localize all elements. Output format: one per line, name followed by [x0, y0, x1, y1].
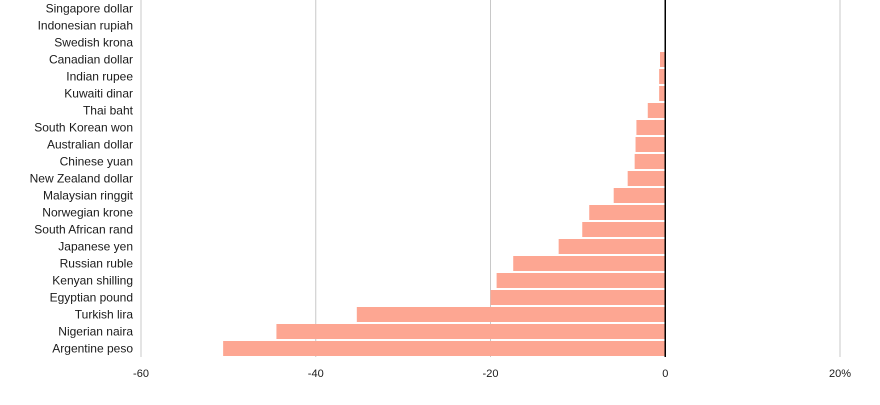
bar-chinese-yuan — [634, 154, 666, 169]
bar-layer — [223, 52, 666, 356]
bar-japanese-yen — [558, 239, 666, 254]
bar-nigerian-naira — [276, 324, 666, 339]
bar-south-korean-won — [636, 120, 666, 135]
category-label: Australian dollar — [47, 138, 133, 152]
bar-australian-dollar — [635, 137, 666, 152]
category-label: Nigerian naira — [58, 325, 133, 339]
bar-kenyan-shilling — [496, 273, 666, 288]
bar-turkish-lira — [356, 307, 666, 322]
x-tick-label: 0 — [662, 368, 668, 380]
bar-canadian-dollar — [660, 52, 666, 67]
category-label: South African rand — [34, 223, 133, 237]
bar-argentine-peso — [223, 341, 666, 356]
category-label: South Korean won — [34, 121, 133, 135]
category-label: Malaysian ringgit — [43, 189, 134, 203]
category-label: Canadian dollar — [49, 53, 133, 67]
category-label: Kenyan shilling — [52, 274, 133, 288]
bar-russian-ruble — [513, 256, 666, 271]
category-label: Chinese yuan — [60, 155, 133, 169]
x-tick-label: -60 — [133, 368, 149, 380]
x-tick-label: -20 — [483, 368, 499, 380]
bar-thai-baht — [647, 103, 666, 118]
x-tick-label: -40 — [308, 368, 324, 380]
category-label: Norwegian krone — [42, 206, 133, 220]
bar-south-african-rand — [582, 222, 666, 237]
category-label: Japanese yen — [58, 240, 133, 254]
category-label: Swedish krona — [54, 36, 133, 50]
bar-new-zealand-dollar — [627, 171, 666, 186]
bar-egyptian-pound — [490, 290, 666, 305]
x-tick-label: 20% — [829, 368, 851, 380]
bar-malaysian-ringgit — [613, 188, 666, 203]
category-label: Indonesian rupiah — [38, 19, 133, 33]
category-label: Egyptian pound — [50, 291, 133, 305]
bar-norwegian-krone — [589, 205, 666, 220]
category-label: Singapore dollar — [46, 2, 133, 16]
bar-kuwaiti-dinar — [659, 86, 666, 101]
category-label: Indian rupee — [66, 70, 133, 84]
category-label: Russian ruble — [60, 257, 134, 271]
category-label: New Zealand dollar — [30, 172, 133, 186]
category-label: Argentine peso — [52, 342, 133, 356]
category-label: Kuwaiti dinar — [64, 87, 133, 101]
grid-layer — [140, 0, 841, 357]
category-label: Thai baht — [83, 104, 134, 118]
category-label: Turkish lira — [75, 308, 134, 322]
category-label-layer: Singapore dollar Indonesian rupiah Swedish… — [30, 2, 134, 356]
x-axis-tick-layer: -60 -40 -20 0 20% — [133, 368, 851, 380]
bar-indian-rupee — [659, 69, 666, 84]
